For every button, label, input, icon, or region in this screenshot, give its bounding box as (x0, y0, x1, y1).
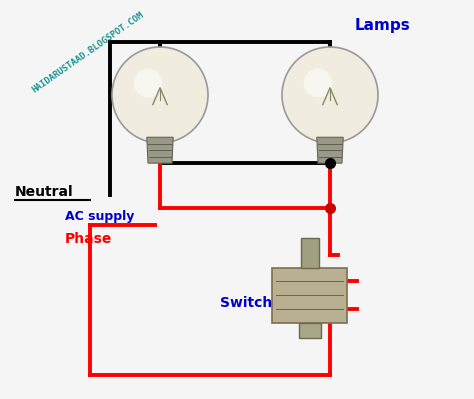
Polygon shape (147, 137, 173, 163)
Text: HAIDARUSTAAD.BLOGSPOT.COM: HAIDARUSTAAD.BLOGSPOT.COM (30, 10, 145, 95)
Bar (301, 237, 319, 267)
Circle shape (282, 47, 378, 143)
Text: AC supply: AC supply (65, 210, 134, 223)
Text: Switch: Switch (220, 296, 272, 310)
Bar (273, 267, 347, 322)
Text: Phase: Phase (65, 232, 112, 246)
Circle shape (134, 69, 163, 97)
Bar (299, 322, 321, 338)
Polygon shape (317, 137, 343, 163)
Circle shape (112, 47, 208, 143)
Text: Lamps: Lamps (355, 18, 411, 33)
Circle shape (304, 69, 332, 97)
Text: Neutral: Neutral (15, 185, 73, 199)
